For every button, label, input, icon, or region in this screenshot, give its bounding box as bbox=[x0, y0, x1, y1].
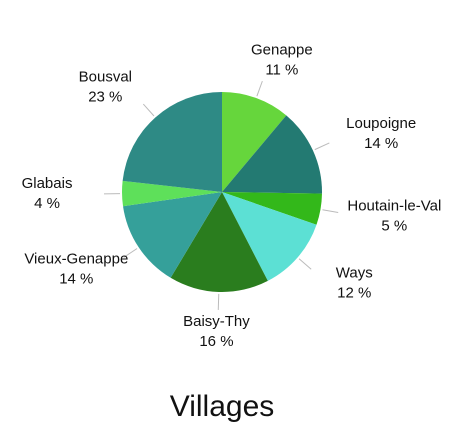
slice-label: Glabais bbox=[22, 175, 73, 192]
pie-slice bbox=[222, 92, 287, 192]
pie-slice bbox=[170, 192, 268, 292]
leader-line bbox=[314, 142, 330, 151]
slice-value-label: 5 % bbox=[381, 217, 407, 234]
slice-value-label: 23 % bbox=[88, 89, 122, 106]
pie-slice bbox=[222, 192, 317, 281]
slice-label: Vieux-Genappe bbox=[24, 251, 128, 268]
pie-slice bbox=[123, 192, 222, 278]
slice-value-label: 14 % bbox=[59, 271, 93, 288]
pie-slice bbox=[121, 180, 222, 207]
slice-value-label: 14 % bbox=[364, 135, 398, 152]
slice-label: Baisy-Thy bbox=[183, 313, 250, 330]
pie-slice bbox=[222, 115, 323, 194]
leader-line bbox=[217, 293, 220, 310]
slice-label: Ways bbox=[336, 265, 373, 282]
leader-line bbox=[322, 209, 339, 213]
leader-line bbox=[298, 258, 312, 270]
slice-label: Bousval bbox=[79, 69, 132, 86]
pie-slice bbox=[122, 92, 222, 192]
slice-value-label: 4 % bbox=[34, 195, 60, 212]
leader-line bbox=[123, 248, 138, 258]
leader-line bbox=[256, 80, 263, 97]
slice-value-label: 11 % bbox=[265, 61, 298, 78]
chart-title: Villages bbox=[170, 390, 275, 423]
slice-label: Houtain-le-Val bbox=[347, 197, 441, 214]
slice-value-label: 16 % bbox=[199, 333, 233, 350]
slice-label: Loupoigne bbox=[346, 115, 416, 132]
slice-label: Genappe bbox=[251, 41, 313, 58]
pie-slice bbox=[222, 192, 322, 225]
leader-line bbox=[142, 103, 155, 117]
slice-value-label: 12 % bbox=[337, 285, 371, 302]
